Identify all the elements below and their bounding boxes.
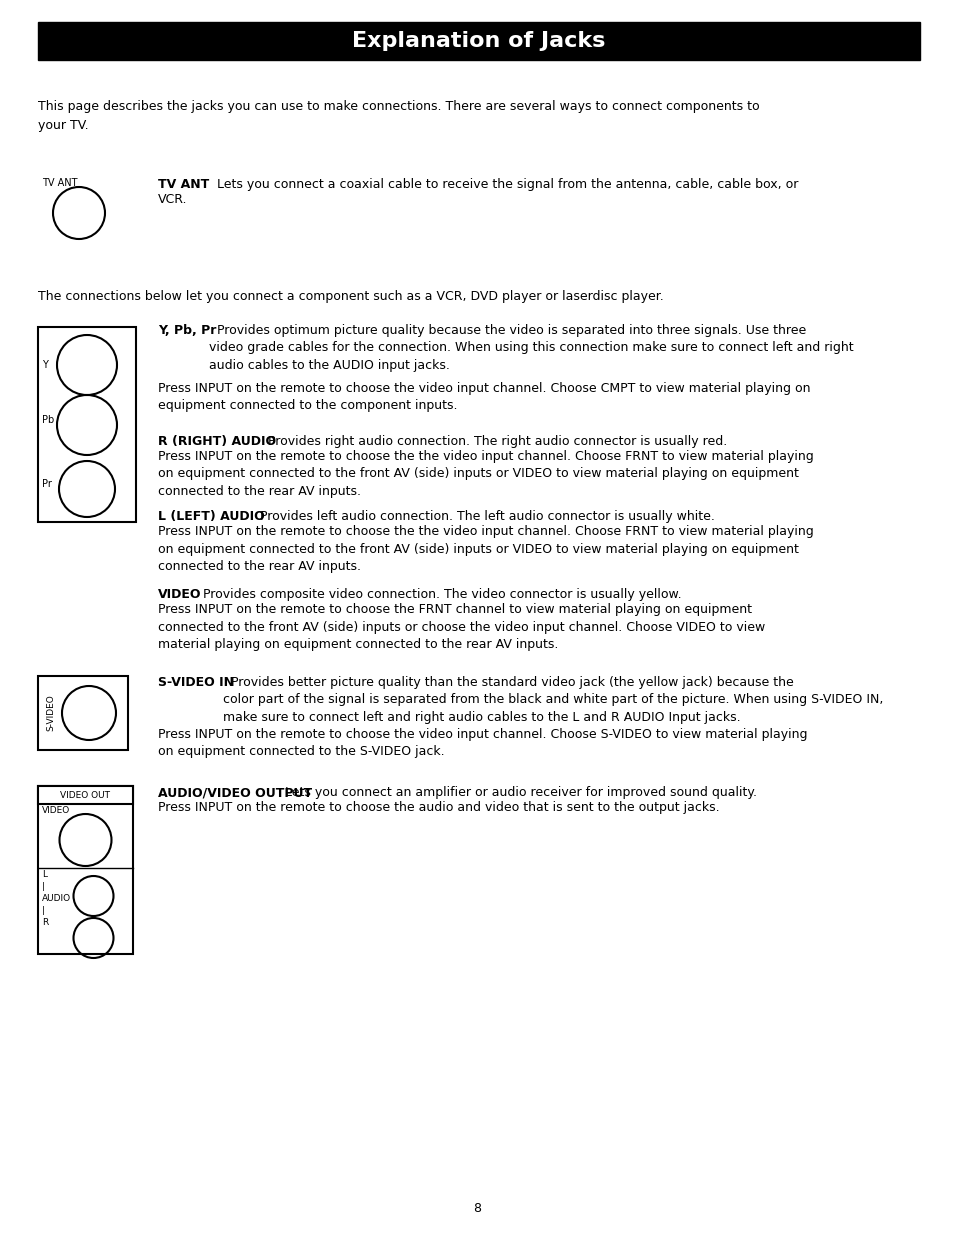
- Text: AUDIO/VIDEO OUTPUT: AUDIO/VIDEO OUTPUT: [158, 785, 312, 799]
- Text: Explanation of Jacks: Explanation of Jacks: [352, 31, 605, 51]
- Text: L: L: [42, 869, 47, 879]
- Text: Provides composite video connection. The video connector is usually yellow.: Provides composite video connection. The…: [194, 588, 680, 601]
- Text: 8: 8: [473, 1202, 480, 1215]
- Text: AUDIO: AUDIO: [42, 894, 71, 903]
- Text: R (RIGHT) AUDIO: R (RIGHT) AUDIO: [158, 435, 275, 448]
- Text: Y: Y: [42, 359, 48, 370]
- Text: R: R: [42, 918, 49, 927]
- Text: VIDEO OUT: VIDEO OUT: [60, 790, 111, 799]
- Text: VCR.: VCR.: [158, 193, 188, 206]
- Text: Provides better picture quality than the standard video jack (the yellow jack) b: Provides better picture quality than the…: [223, 676, 882, 724]
- Text: Lets you connect an amplifier or audio receiver for improved sound quality.: Lets you connect an amplifier or audio r…: [276, 785, 757, 799]
- Bar: [38, 785, 132, 953]
- Text: Press INPUT on the remote to choose the the video input channel. Choose FRNT to : Press INPUT on the remote to choose the …: [158, 450, 813, 498]
- Bar: [38, 22, 919, 61]
- Text: This page describes the jacks you can use to make connections. There are several: This page describes the jacks you can us…: [38, 100, 759, 131]
- Text: TV ANT: TV ANT: [42, 178, 77, 188]
- Text: Provides optimum picture quality because the video is separated into three signa: Provides optimum picture quality because…: [209, 324, 853, 372]
- Text: L (LEFT) AUDIO: L (LEFT) AUDIO: [158, 510, 265, 522]
- Text: Pb: Pb: [42, 415, 54, 425]
- Bar: [38, 327, 136, 522]
- Bar: [38, 785, 132, 804]
- Text: Press INPUT on the remote to choose the FRNT channel to view material playing on: Press INPUT on the remote to choose the …: [158, 603, 764, 651]
- Text: S-VIDEO IN: S-VIDEO IN: [158, 676, 233, 689]
- Text: VIDEO: VIDEO: [42, 806, 71, 815]
- Text: |: |: [42, 906, 45, 915]
- Text: Pr: Pr: [42, 479, 51, 489]
- Text: |: |: [42, 882, 45, 890]
- Text: S-VIDEO: S-VIDEO: [46, 694, 55, 731]
- Text: Press INPUT on the remote to choose the video input channel. Choose CMPT to view: Press INPUT on the remote to choose the …: [158, 382, 810, 412]
- Text: The connections below let you connect a component such as a VCR, DVD player or l: The connections below let you connect a …: [38, 290, 663, 303]
- Text: Provides left audio connection. The left audio connector is usually white.: Provides left audio connection. The left…: [252, 510, 714, 522]
- Text: TV ANT: TV ANT: [158, 178, 209, 191]
- Bar: [38, 676, 128, 750]
- Text: Lets you connect a coaxial cable to receive the signal from the antenna, cable, : Lets you connect a coaxial cable to rece…: [209, 178, 798, 191]
- Text: VIDEO: VIDEO: [158, 588, 201, 601]
- Text: Provides right audio connection. The right audio connector is usually red.: Provides right audio connection. The rig…: [260, 435, 726, 448]
- Text: Press INPUT on the remote to choose the video input channel. Choose S-VIDEO to v: Press INPUT on the remote to choose the …: [158, 727, 806, 758]
- Text: Y, Pb, Pr: Y, Pb, Pr: [158, 324, 216, 337]
- Text: Press INPUT on the remote to choose the audio and video that is sent to the outp: Press INPUT on the remote to choose the …: [158, 802, 719, 814]
- Text: Press INPUT on the remote to choose the the video input channel. Choose FRNT to : Press INPUT on the remote to choose the …: [158, 525, 813, 573]
